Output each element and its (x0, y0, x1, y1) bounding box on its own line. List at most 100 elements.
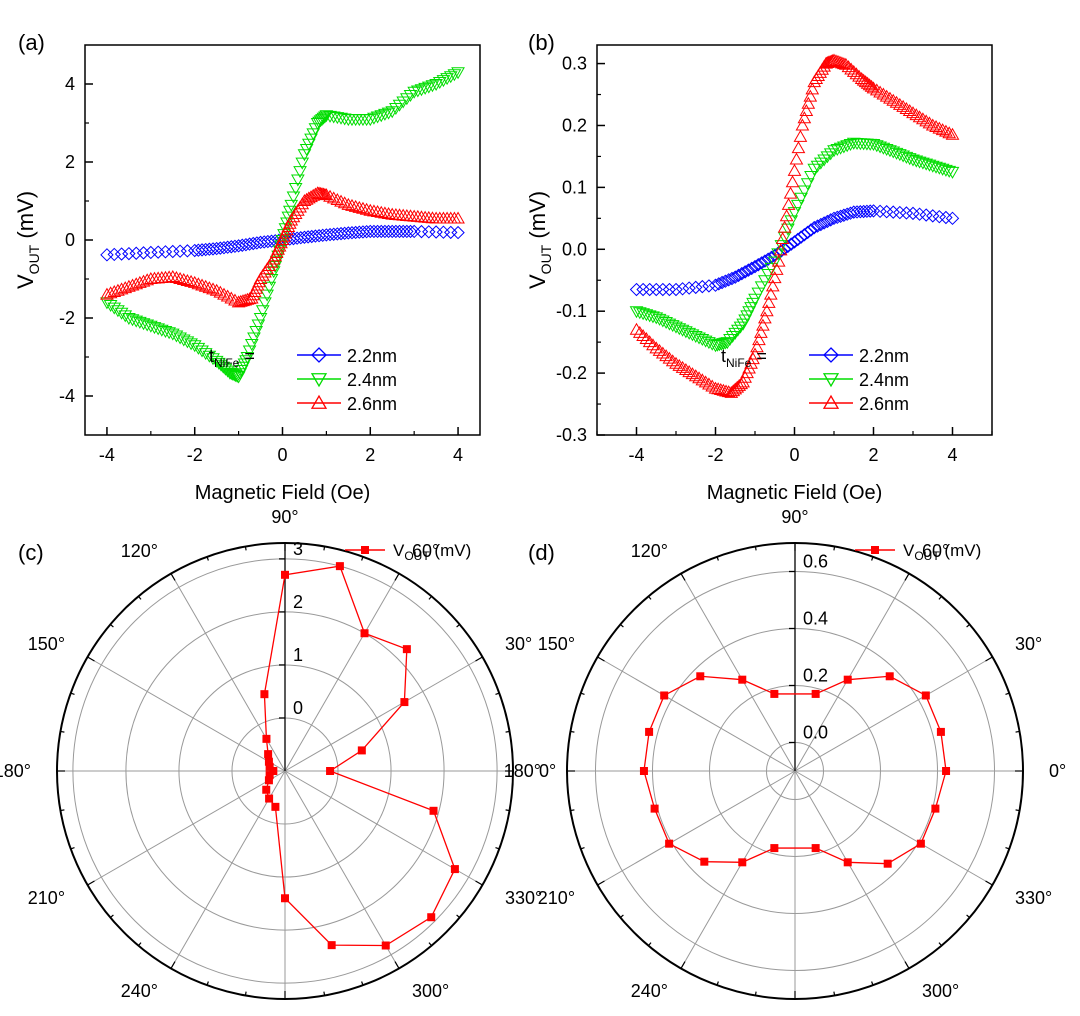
data-point (682, 327, 697, 340)
data-point (896, 150, 910, 163)
data-point (436, 225, 451, 239)
data-point (700, 857, 709, 866)
data-point (830, 144, 845, 157)
data-point (642, 282, 657, 297)
data-point (636, 282, 650, 297)
data-point (797, 185, 812, 198)
data-point (708, 340, 723, 353)
data-point (696, 672, 705, 681)
data-point (451, 67, 465, 80)
data-point (883, 859, 892, 868)
data-point (144, 245, 158, 260)
data-point (741, 263, 756, 277)
polar-panel-d: (d) 0.0 0.2 0.4 0.6 0° 30° 60° 90° 120° 150° 180° 21… (504, 507, 1066, 1016)
data-point (297, 149, 312, 162)
data-point (912, 156, 927, 169)
data-point (843, 675, 852, 684)
x-tick-label: -4 (99, 445, 115, 465)
data-point (849, 67, 864, 80)
data-point (646, 338, 660, 351)
data-point (866, 139, 881, 152)
data-point (695, 279, 710, 294)
data-point (803, 89, 818, 102)
data-point (801, 96, 816, 109)
data-point (702, 337, 716, 350)
data-point (817, 216, 831, 230)
data-point (129, 246, 143, 260)
data-point (879, 205, 894, 219)
data-point (319, 228, 334, 242)
data-point (672, 358, 687, 371)
data-point (348, 225, 363, 240)
data-point (838, 57, 853, 70)
data-point (363, 203, 378, 216)
data-point (833, 142, 848, 155)
data-point (220, 240, 235, 254)
angle-label: 60° (412, 541, 439, 561)
data-point (770, 844, 779, 853)
data-point (932, 162, 947, 175)
data-point (264, 776, 273, 785)
data-point (718, 337, 733, 350)
data-point (675, 360, 690, 373)
data-point (250, 236, 264, 250)
legend-prefix: tNiFe = (209, 346, 255, 370)
angle-label: 180° (0, 761, 31, 781)
angle-label: 0° (539, 761, 556, 781)
data-point (698, 335, 713, 348)
legend-entry: 2.6nm (347, 394, 397, 414)
data-point (824, 213, 838, 227)
data-point (856, 204, 871, 219)
polar-spoke (597, 656, 796, 772)
data-point (288, 183, 303, 196)
radial-tick-label: 1 (293, 645, 303, 665)
data-point (810, 219, 825, 233)
polar-outer-tick (716, 981, 719, 986)
data-point (262, 281, 277, 294)
data-point (721, 273, 736, 287)
data-point (725, 271, 739, 286)
data-point (698, 375, 713, 388)
data-point (738, 370, 752, 383)
data-point (107, 247, 121, 262)
data-point (370, 224, 385, 239)
polar-outer-tick (580, 692, 585, 695)
polar-outer-tick (70, 847, 75, 850)
data-point (374, 205, 389, 218)
data-point (414, 84, 429, 97)
data-point (656, 282, 670, 297)
chart-panel-a: (a) -4 -2 0 2 4 -4 -2 0 2 4 Magnetic Field (Oe) VOUT… (13, 30, 481, 504)
data-point (632, 325, 647, 338)
data-point (909, 108, 924, 121)
y-tick-label: -2 (59, 308, 75, 328)
y-tick-label: -4 (59, 386, 75, 406)
data-point (748, 259, 762, 274)
polar-outer-tick (428, 942, 433, 947)
data-point (195, 278, 209, 291)
radial-tick-label: 2 (293, 592, 303, 612)
angle-label: 30° (505, 634, 532, 654)
data-point (370, 111, 385, 124)
angle-label: 60° (922, 541, 949, 561)
data-point (451, 225, 465, 240)
data-point (334, 194, 348, 207)
polar-outer-tick (1005, 847, 1010, 850)
angle-label: 0° (1049, 761, 1066, 781)
legend: VOUT (mV) (345, 541, 471, 563)
data-point (206, 242, 220, 256)
data-point (731, 324, 745, 337)
data-point (649, 341, 664, 354)
data-point (326, 767, 335, 775)
polar-outer-tick (244, 546, 247, 551)
data-point (286, 191, 301, 204)
data-point (381, 224, 396, 239)
data-point (758, 275, 772, 288)
data-point (860, 204, 874, 219)
data-point (942, 126, 957, 139)
data-point (665, 320, 680, 333)
data-point (403, 224, 418, 239)
series-2.4nm (629, 137, 960, 353)
polar-outer-tick (1015, 809, 1020, 812)
data-point (629, 306, 644, 319)
data-point (769, 262, 784, 275)
